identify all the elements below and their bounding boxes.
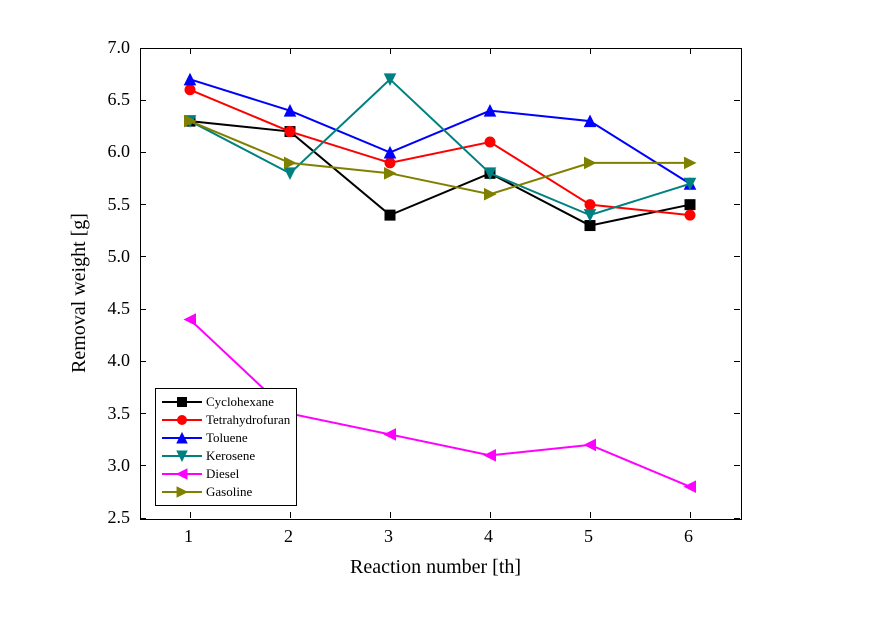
x-tick-label: 3 xyxy=(384,526,393,547)
legend-label: Kerosene xyxy=(206,448,255,464)
y-tick-label: 3.0 xyxy=(108,455,131,476)
y-axis-title: Removal weight [g] xyxy=(68,213,91,373)
legend-item-tetrahydrofuran: Tetrahydrofuran xyxy=(162,411,290,429)
series-marker-kerosene xyxy=(285,168,296,179)
series-marker-gasoline xyxy=(485,189,496,200)
series-marker-kerosene xyxy=(585,210,596,221)
legend-label: Cyclohexane xyxy=(206,394,274,410)
y-tick-label: 7.0 xyxy=(108,37,131,58)
y-tick-label: 2.5 xyxy=(108,507,131,528)
legend-label: Tetrahydrofuran xyxy=(206,412,290,428)
y-tick-label: 4.5 xyxy=(108,298,131,319)
x-tick-label: 2 xyxy=(284,526,293,547)
series-marker-tetrahydrofuran xyxy=(285,127,295,137)
series-marker-gasoline xyxy=(385,168,396,179)
legend-item-cyclohexane: Cyclohexane xyxy=(162,393,290,411)
legend-item-kerosene: Kerosene xyxy=(162,447,290,465)
x-tick-label: 1 xyxy=(184,526,193,547)
series-marker-gasoline xyxy=(285,157,296,168)
x-tick-label: 6 xyxy=(684,526,693,547)
y-tick-label: 5.5 xyxy=(108,194,131,215)
series-marker-tetrahydrofuran xyxy=(185,85,195,95)
chart-container: 1 2 3 4 5 6 2.5 3.0 3.5 4.0 4.5 5.0 5.5 6.0 6.5 7.0 Re… xyxy=(0,0,888,625)
legend-label: Toluene xyxy=(206,430,248,446)
series-marker-cyclohexane xyxy=(585,221,595,231)
y-tick-label: 4.0 xyxy=(108,350,131,371)
series-marker-cyclohexane xyxy=(685,200,695,210)
series-svg xyxy=(0,0,888,625)
series-marker-diesel xyxy=(485,450,496,461)
legend: Cyclohexane Tetrahydrofuran Toluene Kerosen… xyxy=(155,388,297,506)
x-tick-label: 4 xyxy=(484,526,493,547)
y-tick-label: 6.0 xyxy=(108,141,131,162)
x-axis-title: Reaction number [th] xyxy=(350,556,521,579)
series-marker-diesel xyxy=(685,481,696,492)
series-marker-cyclohexane xyxy=(385,210,395,220)
series-marker-tetrahydrofuran xyxy=(385,158,395,168)
x-tick-label: 5 xyxy=(584,526,593,547)
legend-item-diesel: Diesel xyxy=(162,465,290,483)
legend-label: Gasoline xyxy=(206,484,252,500)
series-marker-diesel xyxy=(585,439,596,450)
series-marker-tetrahydrofuran xyxy=(585,200,595,210)
series-marker-diesel xyxy=(385,429,396,440)
legend-label: Diesel xyxy=(206,466,239,482)
series-line-toluene xyxy=(190,79,690,183)
series-marker-tetrahydrofuran xyxy=(685,210,695,220)
y-tick-label: 3.5 xyxy=(108,403,131,424)
series-marker-toluene xyxy=(285,105,296,116)
legend-item-toluene: Toluene xyxy=(162,429,290,447)
series-marker-diesel xyxy=(185,314,196,325)
legend-item-gasoline: Gasoline xyxy=(162,483,290,501)
y-tick-label: 5.0 xyxy=(108,246,131,267)
y-tick-label: 6.5 xyxy=(108,89,131,110)
series-marker-tetrahydrofuran xyxy=(485,137,495,147)
series-marker-gasoline xyxy=(685,157,696,168)
series-marker-toluene xyxy=(385,147,396,158)
series-marker-toluene xyxy=(185,74,196,85)
series-marker-gasoline xyxy=(585,157,596,168)
